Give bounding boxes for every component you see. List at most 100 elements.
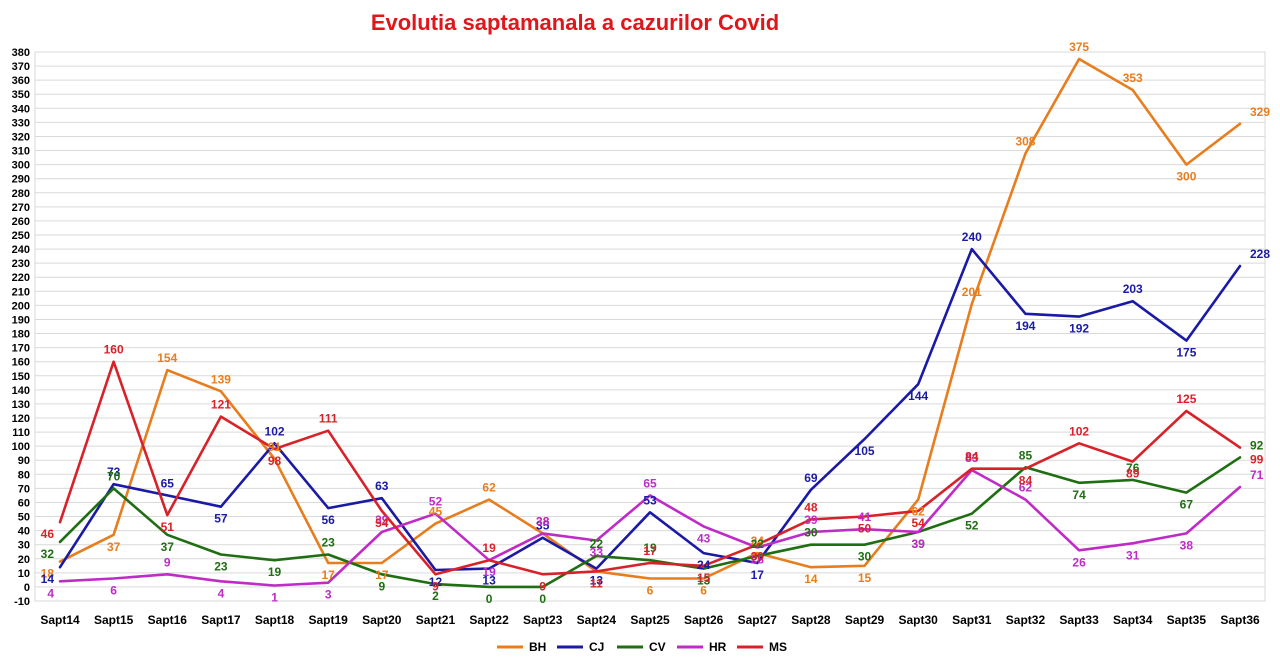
y-tick-label: 180 xyxy=(12,329,30,341)
data-label-cj: 203 xyxy=(1123,282,1143,296)
data-label-bh: 201 xyxy=(962,285,982,299)
y-tick-label: 310 xyxy=(12,146,30,158)
data-label-bh: 6 xyxy=(647,583,654,597)
data-label-cj: 13 xyxy=(590,574,604,588)
data-label-cj: 14 xyxy=(41,572,55,586)
x-tick-label: Sapt27 xyxy=(738,613,778,627)
data-label-cv: 74 xyxy=(1072,488,1086,502)
data-label-bh: 15 xyxy=(858,571,872,585)
data-label-ms: 48 xyxy=(804,500,818,514)
data-label-cj: 228 xyxy=(1250,247,1270,261)
data-label-ms: 125 xyxy=(1176,392,1196,406)
data-label-hr: 9 xyxy=(164,555,171,569)
y-tick-label: 70 xyxy=(18,483,30,495)
data-label-cv: 23 xyxy=(214,560,228,574)
data-label-cv: 2 xyxy=(432,589,439,603)
data-label-bh: 91 xyxy=(268,440,282,454)
series-line-cj xyxy=(58,247,1242,572)
data-label-ms: 51 xyxy=(161,520,175,534)
data-label-cj: 63 xyxy=(375,479,389,493)
data-label-hr: 31 xyxy=(1126,548,1140,562)
data-label-bh: 11 xyxy=(590,576,603,590)
series-line-ms xyxy=(58,360,1242,576)
y-tick-label: 160 xyxy=(12,357,30,369)
y-tick-label: 270 xyxy=(12,202,30,214)
x-tick-label: Sapt20 xyxy=(362,613,402,627)
data-label-bh: 154 xyxy=(157,351,177,365)
x-tick-label: Sapt14 xyxy=(40,613,80,627)
y-tick-label: 0 xyxy=(24,582,30,594)
legend-label-cj: CJ xyxy=(589,640,604,654)
data-label-bh: 375 xyxy=(1069,40,1089,54)
data-label-ms: 17 xyxy=(643,544,657,558)
data-label-cv: 67 xyxy=(1180,498,1194,512)
data-label-hr: 38 xyxy=(536,514,550,528)
data-label-cj: 144 xyxy=(908,389,928,403)
data-label-cv: 22 xyxy=(590,537,604,551)
y-tick-label: 30 xyxy=(18,540,30,552)
data-label-bh: 139 xyxy=(211,372,231,386)
y-tick-label: 340 xyxy=(12,103,30,115)
data-label-hr: 52 xyxy=(429,495,443,509)
data-label-ms: 9 xyxy=(539,579,546,593)
data-label-cj: 73 xyxy=(107,465,121,479)
data-label-bh: 24 xyxy=(751,534,765,548)
data-label-bh: 45 xyxy=(429,505,443,519)
data-label-hr: 41 xyxy=(858,510,872,524)
data-label-cj: 13 xyxy=(482,574,496,588)
x-tick-label: Sapt21 xyxy=(416,613,456,627)
data-label-hr: 6 xyxy=(110,583,117,597)
data-label-hr: 39 xyxy=(912,537,926,551)
data-label-cv: 22 xyxy=(751,537,765,551)
chart-title: Evolutia saptamanala a cazurilor Covid xyxy=(370,10,780,35)
x-tick-label: Sapt34 xyxy=(1113,613,1153,627)
data-label-hr: 43 xyxy=(697,531,711,545)
data-label-ms: 46 xyxy=(41,527,55,541)
data-label-bh: 300 xyxy=(1176,170,1196,184)
y-tick-label: 50 xyxy=(18,512,30,524)
data-label-cv: 13 xyxy=(697,574,711,588)
data-label-bh: 329 xyxy=(1250,105,1270,119)
y-tick-label: 240 xyxy=(12,244,30,256)
y-tick-label: 60 xyxy=(18,497,30,509)
data-label-bh: 17 xyxy=(322,568,336,582)
data-label-bh: 14 xyxy=(804,572,818,586)
data-label-ms: 98 xyxy=(268,454,282,468)
data-label-ms: 160 xyxy=(104,343,124,357)
data-label-ms: 111 xyxy=(319,412,338,426)
y-tick-label: 100 xyxy=(12,441,30,453)
data-label-hr: 39 xyxy=(804,513,818,527)
data-label-cv: 85 xyxy=(1019,448,1033,462)
data-label-bh: 18 xyxy=(41,567,55,581)
x-tick-label: Sapt36 xyxy=(1220,613,1260,627)
data-label-bh: 6 xyxy=(700,583,707,597)
data-label-bh: 62 xyxy=(482,481,496,495)
data-label-ms: 89 xyxy=(1126,467,1140,481)
data-label-hr: 26 xyxy=(1072,555,1086,569)
data-label-bh: 37 xyxy=(107,540,121,554)
y-tick-label: 300 xyxy=(12,160,30,172)
y-tick-label: 350 xyxy=(12,89,30,101)
data-label-ms: 11 xyxy=(590,576,603,590)
x-tick-label: Sapt15 xyxy=(94,613,134,627)
data-label-hr: 28 xyxy=(751,553,765,567)
data-label-ms: 84 xyxy=(965,450,979,464)
data-label-ms: 99 xyxy=(1250,453,1264,467)
x-tick-label: Sapt23 xyxy=(523,613,563,627)
data-label-cv: 19 xyxy=(643,541,657,555)
y-tick-label: 290 xyxy=(12,174,30,186)
series-line-bh xyxy=(58,57,1242,580)
series-line-cv xyxy=(58,456,1242,589)
data-label-bh: 62 xyxy=(912,505,926,519)
x-tick-label: Sapt22 xyxy=(469,613,509,627)
data-label-cv: 76 xyxy=(1126,461,1140,475)
data-label-cj: 53 xyxy=(643,493,657,507)
data-label-hr: 71 xyxy=(1250,468,1264,482)
data-label-cv: 70 xyxy=(107,469,121,483)
data-label-hr: 19 xyxy=(482,565,496,579)
data-label-hr: 83 xyxy=(965,451,979,465)
y-tick-label: 10 xyxy=(18,568,30,580)
data-label-cv: 0 xyxy=(539,592,546,606)
y-tick-label: 130 xyxy=(12,399,30,411)
data-label-cv: 19 xyxy=(268,565,282,579)
